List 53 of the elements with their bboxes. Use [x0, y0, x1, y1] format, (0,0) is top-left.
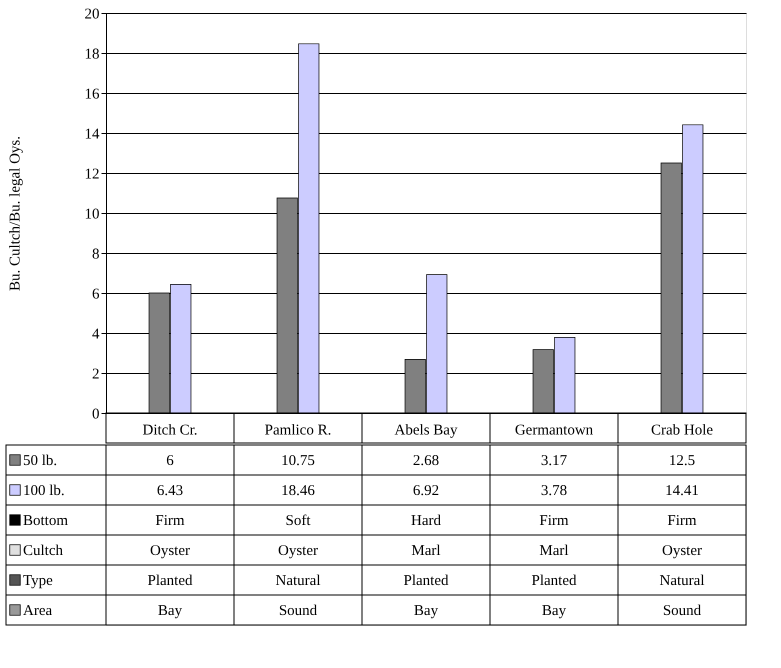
data-label: 6.43 — [156, 483, 184, 499]
data-label: 10.75 — [281, 453, 315, 469]
text: Planted — [532, 573, 576, 589]
text: Natural — [276, 573, 320, 589]
data-label: 2.68 — [412, 453, 440, 469]
x-tick-label: Ditch Cr. — [142, 422, 198, 438]
y-tick-label: 0 — [92, 406, 100, 422]
y-tick-label: 8 — [92, 246, 100, 262]
text: Sound — [662, 603, 702, 619]
text: Soft — [285, 513, 311, 529]
text: Planted — [148, 573, 192, 589]
text: Firm — [155, 513, 185, 529]
x-tick-label: Crab Hole — [650, 422, 714, 438]
y-tick-label: 20 — [84, 6, 100, 22]
text: Firm — [667, 513, 697, 529]
data-label: 6.92 — [412, 483, 440, 499]
legend-label: 100 lb. — [23, 483, 65, 499]
y-tick-label: 16 — [84, 86, 100, 102]
text: Natural — [660, 573, 704, 589]
legend-label: Bottom — [23, 513, 68, 529]
data-label: 3.17 — [540, 453, 568, 469]
y-tick-label: 10 — [84, 206, 100, 222]
y-tick-label: 18 — [84, 46, 100, 62]
data-label: 14.41 — [665, 483, 699, 499]
text: Marl — [539, 543, 569, 559]
text: Bay — [414, 603, 438, 619]
legend-label: Area — [23, 603, 52, 619]
legend-label: 50 lb. — [23, 453, 58, 469]
text: Bay — [542, 603, 566, 619]
text: Planted — [404, 573, 448, 589]
text: Hard — [411, 513, 441, 529]
data-label: 3.78 — [540, 483, 568, 499]
text: Bay — [158, 603, 182, 619]
y-tick-label: 4 — [92, 326, 100, 342]
y-tick-label: 12 — [84, 166, 100, 182]
legend-label: Cultch — [23, 543, 64, 559]
legend-label: Type — [23, 573, 54, 589]
y-axis-title: Bu. Cultch/Bu. legal Oys. — [8, 136, 24, 291]
text: Sound — [278, 603, 318, 619]
y-tick-label: 14 — [84, 126, 100, 142]
x-tick-label: Abels Bay — [394, 422, 458, 438]
data-label: 18.46 — [281, 483, 316, 499]
text: Marl — [411, 543, 441, 559]
text: Oyster — [150, 543, 190, 559]
data-label: 6 — [166, 453, 174, 469]
data-label: 12.5 — [668, 453, 696, 469]
text: Oyster — [662, 543, 702, 559]
y-tick-label: 6 — [92, 286, 100, 302]
x-tick-label: Pamlico R. — [264, 422, 332, 438]
x-tick-label: Germantown — [514, 422, 594, 438]
y-tick-label: 2 — [92, 366, 100, 382]
text: Oyster — [278, 543, 318, 559]
text: Firm — [539, 513, 569, 529]
